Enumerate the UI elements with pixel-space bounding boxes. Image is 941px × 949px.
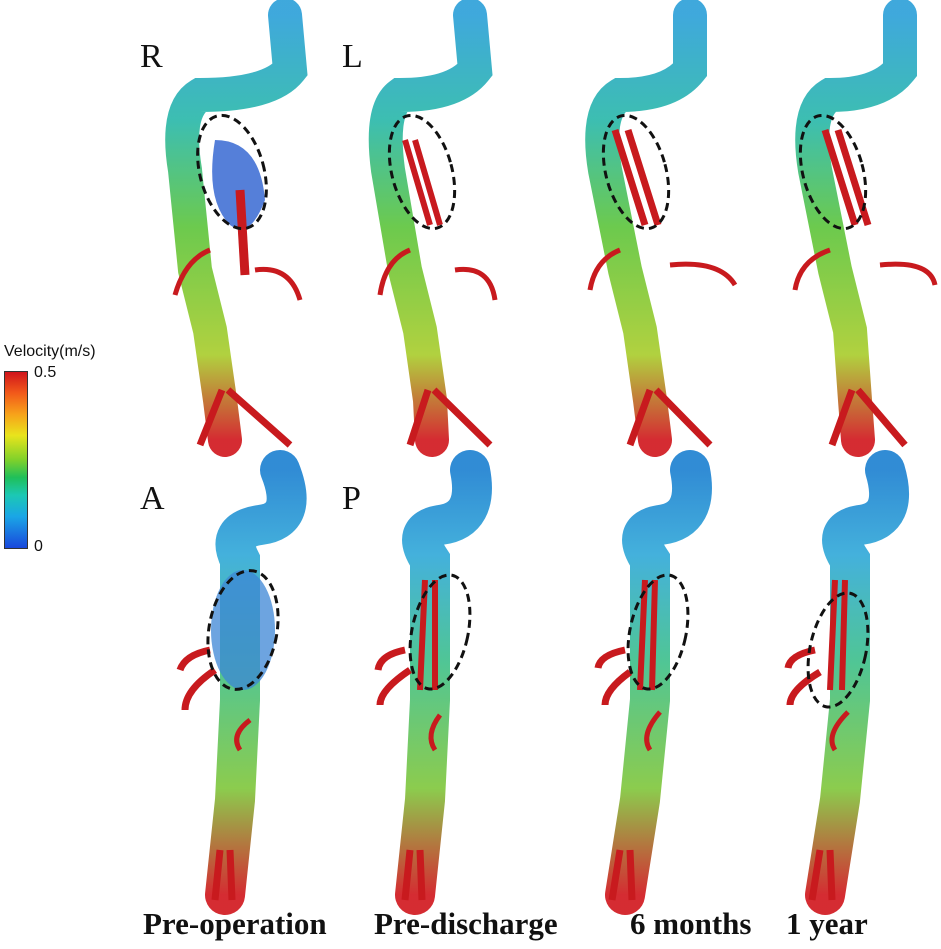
column-label-pre-operation: Pre-operation [143, 906, 327, 941]
velocity-colorbar [4, 371, 28, 549]
column-label-6-months: 6 months [630, 906, 752, 941]
orientation-anterior-label: A [140, 480, 165, 517]
colorbar-max-label: 0.5 [34, 364, 57, 381]
orientation-left-label: L [342, 38, 363, 75]
orientation-right-label: R [140, 38, 163, 75]
panel-bottom-pre-operation [176, 450, 307, 915]
panel-top-pre-operation [165, 0, 308, 457]
panel-bottom-6-months [594, 450, 712, 915]
panel-bottom-pre-discharge [374, 450, 492, 915]
orientation-posterior-label: P [342, 480, 361, 517]
colorbar-title: Velocity(m/s) [4, 343, 96, 360]
panel-top-1-year [792, 0, 938, 457]
column-label-pre-discharge: Pre-discharge [374, 906, 558, 941]
column-label-1-year: 1 year [786, 906, 868, 941]
panel-top-pre-discharge [368, 0, 498, 457]
colorbar-min-label: 0 [34, 538, 43, 555]
panel-bottom-1-year [784, 450, 910, 915]
panel-top-6-months [585, 0, 738, 457]
